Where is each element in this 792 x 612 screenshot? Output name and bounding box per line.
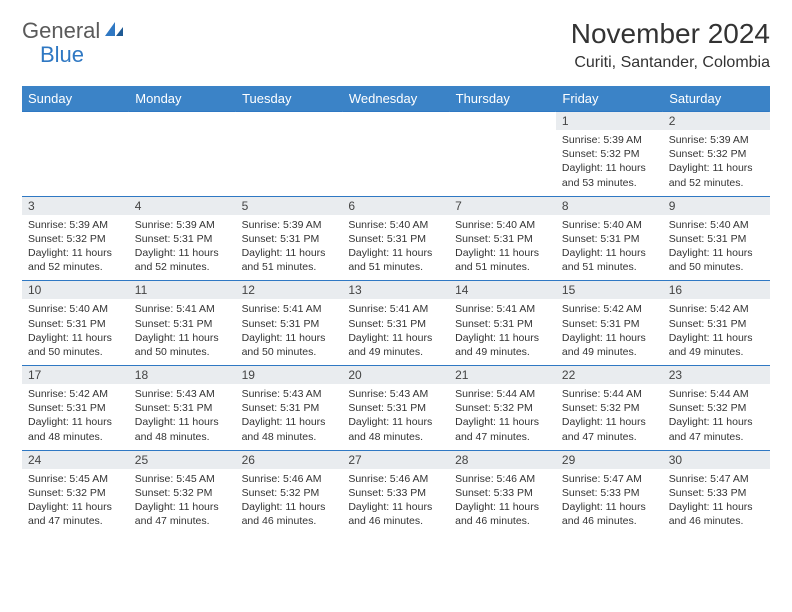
day-detail-cell xyxy=(449,130,556,196)
day-detail-cell: Sunrise: 5:44 AM Sunset: 5:32 PM Dayligh… xyxy=(556,384,663,450)
day-number-cell: 17 xyxy=(22,366,129,385)
day-detail-cell xyxy=(342,130,449,196)
day-detail-cell: Sunrise: 5:42 AM Sunset: 5:31 PM Dayligh… xyxy=(22,384,129,450)
day-detail-cell xyxy=(129,130,236,196)
day-number-cell: 28 xyxy=(449,450,556,469)
detail-row: Sunrise: 5:40 AM Sunset: 5:31 PM Dayligh… xyxy=(22,299,770,365)
day-number-cell xyxy=(342,112,449,131)
page-header: General November 2024 Curiti, Santander,… xyxy=(22,18,770,72)
day-number-cell: 23 xyxy=(663,366,770,385)
day-detail-cell: Sunrise: 5:47 AM Sunset: 5:33 PM Dayligh… xyxy=(663,469,770,535)
day-detail-cell: Sunrise: 5:43 AM Sunset: 5:31 PM Dayligh… xyxy=(129,384,236,450)
day-detail-cell: Sunrise: 5:47 AM Sunset: 5:33 PM Dayligh… xyxy=(556,469,663,535)
daynum-row: 17181920212223 xyxy=(22,366,770,385)
day-detail-cell: Sunrise: 5:40 AM Sunset: 5:31 PM Dayligh… xyxy=(663,215,770,281)
detail-row: Sunrise: 5:42 AM Sunset: 5:31 PM Dayligh… xyxy=(22,384,770,450)
month-title: November 2024 xyxy=(571,18,770,50)
day-detail-cell: Sunrise: 5:39 AM Sunset: 5:32 PM Dayligh… xyxy=(556,130,663,196)
day-number-cell: 9 xyxy=(663,196,770,215)
day-detail-cell: Sunrise: 5:40 AM Sunset: 5:31 PM Dayligh… xyxy=(342,215,449,281)
day-header: Monday xyxy=(129,86,236,112)
day-number-cell: 26 xyxy=(236,450,343,469)
day-detail-cell xyxy=(236,130,343,196)
day-detail-cell: Sunrise: 5:39 AM Sunset: 5:32 PM Dayligh… xyxy=(663,130,770,196)
day-header: Thursday xyxy=(449,86,556,112)
day-number-cell: 14 xyxy=(449,281,556,300)
day-number-cell: 30 xyxy=(663,450,770,469)
daynum-row: 24252627282930 xyxy=(22,450,770,469)
day-number-cell: 8 xyxy=(556,196,663,215)
day-number-cell: 4 xyxy=(129,196,236,215)
day-detail-cell: Sunrise: 5:46 AM Sunset: 5:33 PM Dayligh… xyxy=(449,469,556,535)
day-detail-cell: Sunrise: 5:45 AM Sunset: 5:32 PM Dayligh… xyxy=(129,469,236,535)
day-detail-cell: Sunrise: 5:43 AM Sunset: 5:31 PM Dayligh… xyxy=(236,384,343,450)
day-number-cell: 10 xyxy=(22,281,129,300)
detail-row: Sunrise: 5:45 AM Sunset: 5:32 PM Dayligh… xyxy=(22,469,770,535)
daynum-row: 12 xyxy=(22,112,770,131)
day-number-cell: 21 xyxy=(449,366,556,385)
day-header-row: Sunday Monday Tuesday Wednesday Thursday… xyxy=(22,86,770,112)
day-number-cell: 2 xyxy=(663,112,770,131)
day-number-cell: 25 xyxy=(129,450,236,469)
day-detail-cell: Sunrise: 5:46 AM Sunset: 5:33 PM Dayligh… xyxy=(342,469,449,535)
day-detail-cell: Sunrise: 5:45 AM Sunset: 5:32 PM Dayligh… xyxy=(22,469,129,535)
day-number-cell: 13 xyxy=(342,281,449,300)
day-number-cell: 16 xyxy=(663,281,770,300)
day-number-cell: 7 xyxy=(449,196,556,215)
day-detail-cell: Sunrise: 5:44 AM Sunset: 5:32 PM Dayligh… xyxy=(663,384,770,450)
day-header: Saturday xyxy=(663,86,770,112)
day-header: Wednesday xyxy=(342,86,449,112)
day-header: Tuesday xyxy=(236,86,343,112)
day-header: Sunday xyxy=(22,86,129,112)
day-number-cell: 20 xyxy=(342,366,449,385)
title-block: November 2024 Curiti, Santander, Colombi… xyxy=(571,18,770,72)
detail-row: Sunrise: 5:39 AM Sunset: 5:32 PM Dayligh… xyxy=(22,130,770,196)
logo-sail-icon xyxy=(103,20,125,43)
detail-row: Sunrise: 5:39 AM Sunset: 5:32 PM Dayligh… xyxy=(22,215,770,281)
day-number-cell: 6 xyxy=(342,196,449,215)
day-number-cell: 27 xyxy=(342,450,449,469)
day-detail-cell: Sunrise: 5:39 AM Sunset: 5:31 PM Dayligh… xyxy=(129,215,236,281)
day-detail-cell: Sunrise: 5:39 AM Sunset: 5:32 PM Dayligh… xyxy=(22,215,129,281)
day-number-cell: 1 xyxy=(556,112,663,131)
day-header: Friday xyxy=(556,86,663,112)
day-number-cell: 29 xyxy=(556,450,663,469)
day-detail-cell: Sunrise: 5:46 AM Sunset: 5:32 PM Dayligh… xyxy=(236,469,343,535)
daynum-row: 3456789 xyxy=(22,196,770,215)
day-number-cell: 11 xyxy=(129,281,236,300)
day-number-cell: 18 xyxy=(129,366,236,385)
logo: General xyxy=(22,18,127,44)
day-detail-cell: Sunrise: 5:41 AM Sunset: 5:31 PM Dayligh… xyxy=(129,299,236,365)
day-number-cell: 15 xyxy=(556,281,663,300)
day-detail-cell: Sunrise: 5:42 AM Sunset: 5:31 PM Dayligh… xyxy=(556,299,663,365)
logo-text-general: General xyxy=(22,18,100,44)
day-detail-cell: Sunrise: 5:40 AM Sunset: 5:31 PM Dayligh… xyxy=(556,215,663,281)
day-detail-cell: Sunrise: 5:40 AM Sunset: 5:31 PM Dayligh… xyxy=(22,299,129,365)
calendar-table: Sunday Monday Tuesday Wednesday Thursday… xyxy=(22,86,770,534)
day-number-cell: 5 xyxy=(236,196,343,215)
logo-text-blue: Blue xyxy=(40,42,84,67)
day-detail-cell xyxy=(22,130,129,196)
logo-blue-text-wrap: Blue xyxy=(40,42,84,68)
day-number-cell xyxy=(22,112,129,131)
location-text: Curiti, Santander, Colombia xyxy=(571,54,770,72)
day-detail-cell: Sunrise: 5:41 AM Sunset: 5:31 PM Dayligh… xyxy=(236,299,343,365)
day-number-cell xyxy=(129,112,236,131)
day-number-cell: 3 xyxy=(22,196,129,215)
day-number-cell: 12 xyxy=(236,281,343,300)
day-detail-cell: Sunrise: 5:41 AM Sunset: 5:31 PM Dayligh… xyxy=(449,299,556,365)
day-detail-cell: Sunrise: 5:41 AM Sunset: 5:31 PM Dayligh… xyxy=(342,299,449,365)
day-detail-cell: Sunrise: 5:42 AM Sunset: 5:31 PM Dayligh… xyxy=(663,299,770,365)
day-number-cell xyxy=(236,112,343,131)
day-detail-cell: Sunrise: 5:44 AM Sunset: 5:32 PM Dayligh… xyxy=(449,384,556,450)
day-number-cell: 19 xyxy=(236,366,343,385)
day-number-cell xyxy=(449,112,556,131)
day-number-cell: 22 xyxy=(556,366,663,385)
day-detail-cell: Sunrise: 5:39 AM Sunset: 5:31 PM Dayligh… xyxy=(236,215,343,281)
daynum-row: 10111213141516 xyxy=(22,281,770,300)
day-detail-cell: Sunrise: 5:40 AM Sunset: 5:31 PM Dayligh… xyxy=(449,215,556,281)
day-detail-cell: Sunrise: 5:43 AM Sunset: 5:31 PM Dayligh… xyxy=(342,384,449,450)
day-number-cell: 24 xyxy=(22,450,129,469)
